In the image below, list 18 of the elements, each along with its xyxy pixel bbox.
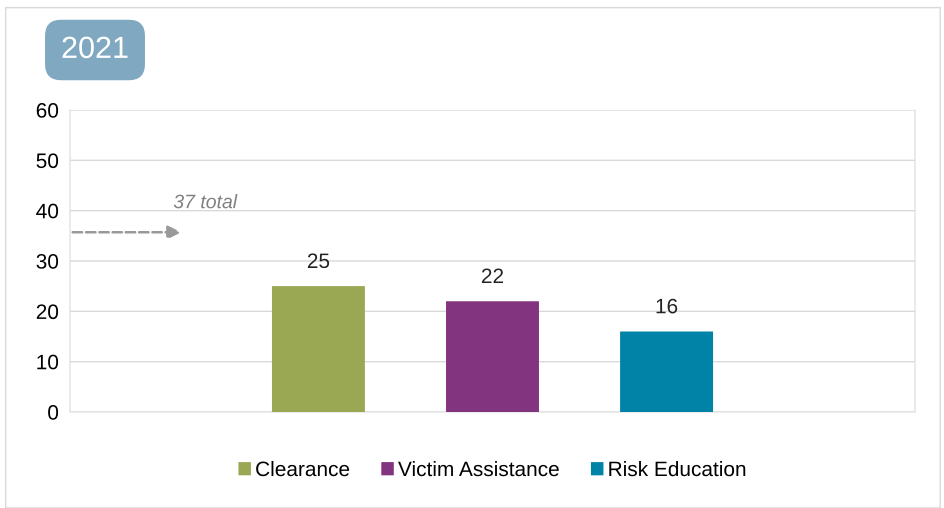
- bar: [446, 301, 539, 412]
- annotation: 37 total: [174, 194, 238, 208]
- y-tick-label: 20: [36, 304, 58, 320]
- bar: [620, 331, 714, 412]
- data-label: 16: [656, 298, 678, 314]
- y-tick-label: 50: [36, 153, 58, 168]
- chart-title: 2021: [62, 36, 128, 58]
- data-label: 22: [482, 268, 504, 284]
- y-tick-label: 0: [48, 405, 58, 420]
- legend-label: Risk Education: [609, 460, 746, 476]
- legend-label: Clearance: [256, 460, 350, 476]
- data-label: 25: [308, 253, 330, 268]
- y-tick-label: 40: [36, 204, 58, 218]
- legend-label: Victim Assistance: [398, 460, 559, 476]
- y-tick-label: 60: [36, 103, 58, 118]
- y-tick-label: 30: [36, 254, 58, 269]
- bar: [272, 286, 365, 412]
- y-tick-label: 10: [37, 354, 58, 370]
